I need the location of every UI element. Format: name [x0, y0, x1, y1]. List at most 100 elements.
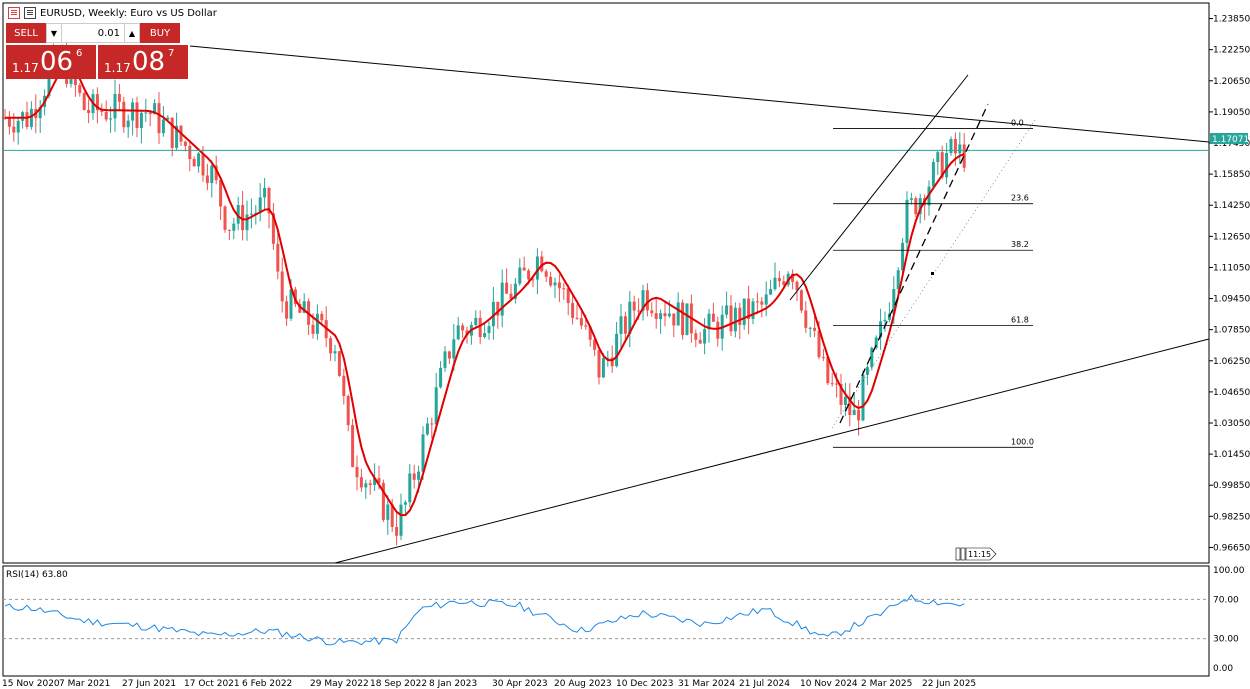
y-tick-label: 1.04650	[1213, 388, 1250, 398]
candle-body	[830, 383, 834, 385]
candle-body	[628, 301, 632, 334]
time-badge: 11:15	[955, 547, 997, 561]
candle-body	[601, 358, 605, 378]
lot-decrease-icon[interactable]: ▼	[46, 23, 62, 43]
x-tick-label: 18 Sep 2022	[370, 679, 427, 689]
sell-button[interactable]: SELL	[6, 23, 46, 43]
candle-body	[579, 318, 583, 326]
candle-body	[597, 349, 601, 378]
ascending-trendline[interactable]	[334, 338, 1210, 564]
rsi-tick-label: 0.00	[1213, 664, 1233, 674]
candle-body	[219, 180, 223, 207]
candle-body	[38, 106, 42, 119]
candle-body	[109, 118, 113, 120]
ask-big: 08	[132, 47, 166, 77]
candle-body	[509, 293, 513, 299]
candle-body	[777, 277, 781, 282]
candle-body	[337, 351, 341, 376]
candle-body	[632, 301, 636, 311]
candle-body	[245, 214, 249, 231]
candle-body	[175, 125, 179, 148]
candle-body	[769, 289, 773, 295]
candle-body	[861, 374, 865, 421]
candle-body	[821, 357, 825, 359]
lot-size-input[interactable]: 0.01	[62, 23, 124, 43]
candle-body	[232, 223, 236, 231]
candle-body	[949, 138, 953, 153]
fib-level-label: 0.0	[1011, 118, 1024, 127]
candle-body	[197, 153, 201, 167]
candle-body	[214, 165, 218, 181]
candle-body	[78, 85, 82, 94]
candle-body	[425, 423, 429, 435]
candle-body	[527, 270, 531, 280]
candle-body	[531, 279, 535, 281]
y-tick-label: 1.12650	[1213, 232, 1250, 242]
one-click-trading-panel: SELL ▼ 0.01 ▲ BUY 1.17 06 6 1.17 08 7	[6, 23, 190, 79]
candle-body	[25, 112, 29, 127]
candle-body	[826, 357, 830, 384]
y-tick-label: 1.20650	[1213, 77, 1250, 87]
candle-body	[795, 281, 799, 291]
candle-body	[7, 118, 11, 127]
candle-body	[276, 243, 280, 272]
candle-body	[483, 333, 487, 338]
candle-body	[729, 305, 733, 332]
candle-body	[188, 145, 192, 160]
candle-body	[566, 288, 570, 304]
candle-body	[791, 273, 795, 282]
candle-body	[474, 317, 478, 326]
candle-body	[82, 93, 86, 110]
candle-body	[491, 301, 495, 327]
candle-body	[901, 242, 905, 271]
lot-increase-icon[interactable]: ▲	[124, 23, 140, 43]
sell-price-box[interactable]: 1.17 06 6	[6, 45, 96, 79]
y-tick-label: 1.22250	[1213, 46, 1250, 56]
candle-body	[645, 290, 649, 311]
candle-body	[804, 310, 808, 328]
bid-base: 1.17	[12, 61, 39, 75]
candle-body	[914, 198, 918, 215]
chart-menu-icon[interactable]	[8, 7, 20, 19]
buy-button[interactable]: BUY	[140, 23, 180, 43]
time-axis: 15 Nov 2020 7 Mar 2021 27 Jun 2021 17 Oct 2…	[2, 679, 976, 689]
candle-body	[659, 313, 663, 319]
candle-body	[518, 267, 522, 284]
candle-body	[883, 319, 887, 322]
descending-trendline[interactable]	[189, 45, 1210, 143]
buy-price-box[interactable]: 1.17 08 7	[98, 45, 188, 79]
candle-body	[373, 478, 377, 486]
candle-body	[280, 271, 284, 302]
candle-body	[931, 162, 935, 187]
candle-body	[21, 112, 25, 121]
candle-body	[170, 117, 174, 148]
x-tick-label: 2 Mar 2025	[861, 679, 912, 689]
candle-body	[953, 138, 957, 154]
candle-body	[606, 357, 610, 359]
candle-body	[342, 375, 346, 397]
candle-body	[760, 301, 764, 305]
candle-body	[522, 267, 526, 271]
candle-body	[333, 351, 337, 354]
candle-body	[126, 120, 130, 128]
candle-body	[839, 383, 843, 405]
chart-list-icon[interactable]	[24, 7, 36, 19]
candle-body	[852, 409, 856, 415]
y-tick-label: 1.19050	[1213, 108, 1250, 118]
y-tick-label: 1.11050	[1213, 263, 1250, 273]
candle-body	[540, 256, 544, 272]
candle-body	[377, 478, 381, 483]
candle-body	[593, 339, 597, 350]
ask-base: 1.17	[104, 61, 131, 75]
channel-dashed-line[interactable]	[839, 103, 989, 424]
candle-body	[843, 396, 847, 405]
candle-body	[144, 112, 148, 114]
fibonacci-retracement[interactable]: 0.0 23.6 38.2 61.8 100.0	[833, 118, 1034, 448]
candle-body	[117, 94, 121, 102]
y-tick-label: 0.96650	[1213, 543, 1250, 553]
candle-body	[364, 483, 368, 488]
main-chart-area[interactable]	[2, 2, 1210, 564]
channel-upper-line[interactable]	[789, 74, 969, 301]
fibonacci-baseline	[831, 119, 1036, 429]
